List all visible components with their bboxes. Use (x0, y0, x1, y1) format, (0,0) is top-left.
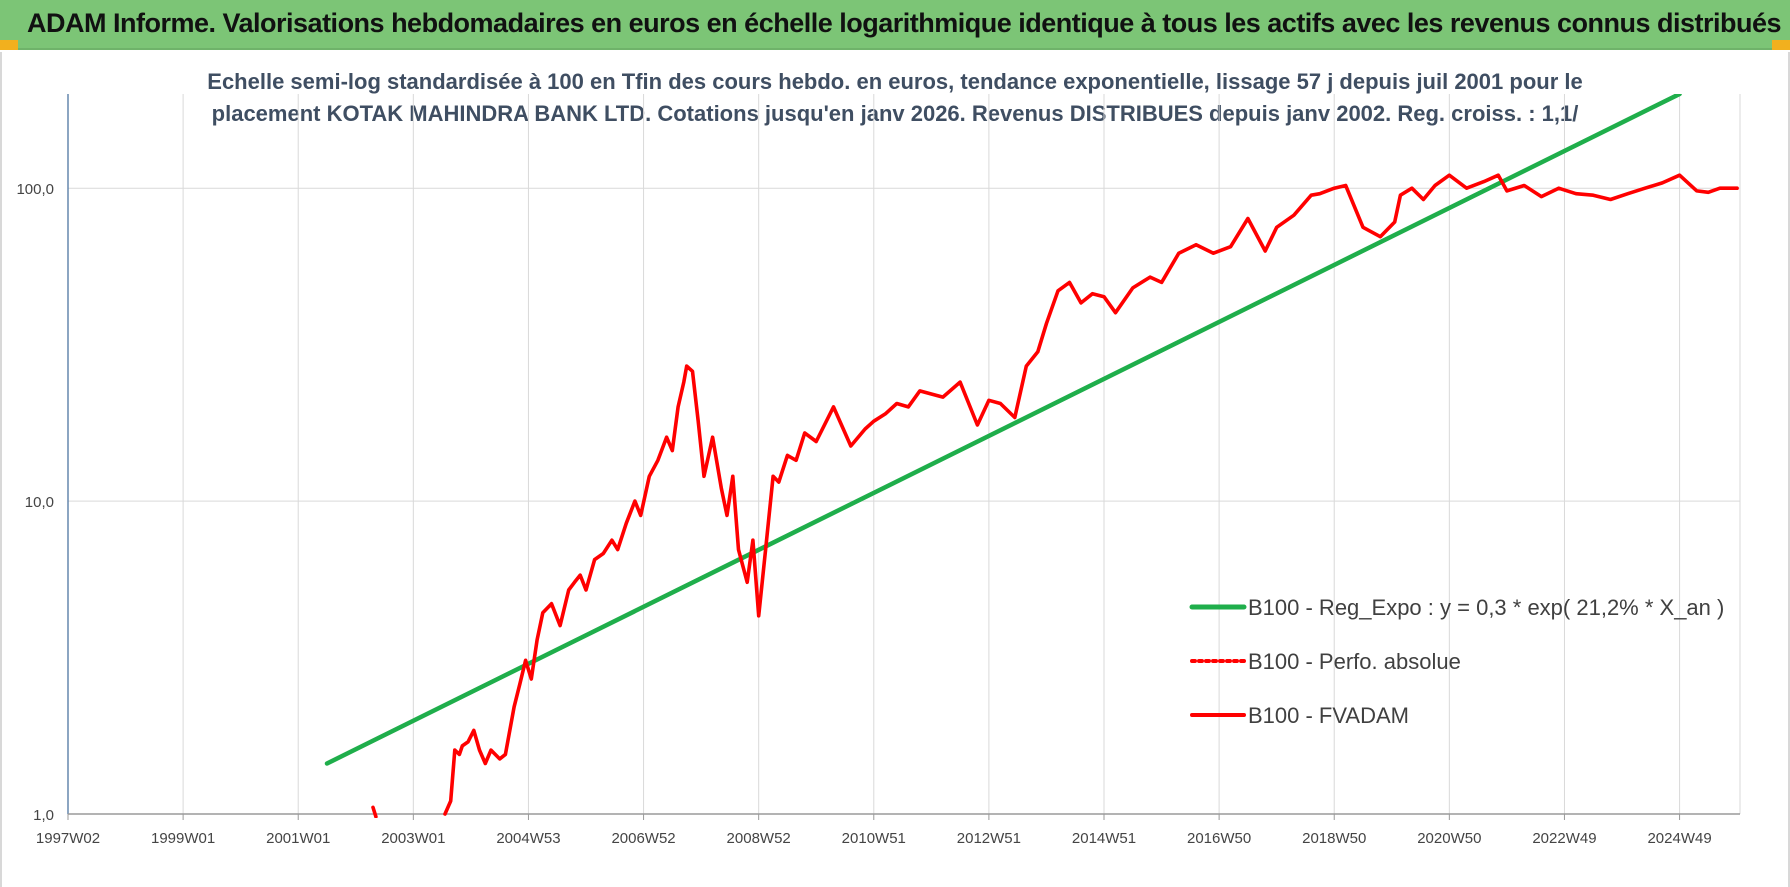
line-chart: Echelle semi-log standardisée à 100 en T… (16, 69, 1741, 847)
fvadam-line (443, 173, 1739, 816)
x-tick-label: 2001W01 (266, 830, 330, 847)
legend-label: B100 - FVADAM (1248, 703, 1409, 728)
banner-title: ADAM Informe. Valorisations hebdomadaire… (27, 8, 1782, 38)
chart-title: Echelle semi-log standardisée à 100 en T… (207, 69, 1582, 126)
axes: 1997W02 1999W01 2001W01 2003W01 2004W53 2006W… (16, 94, 1740, 847)
x-tick-label: 2003W01 (381, 830, 445, 847)
chart-title-line-2: placement KOTAK MAHINDRA BANK LTD. Cotat… (212, 101, 1579, 126)
x-tick-label: 2024W49 (1647, 830, 1711, 847)
legend-label: B100 - Reg_Expo : y = 0,3 * exp( 21,2% *… (1248, 595, 1724, 620)
series (324, 94, 1739, 818)
x-tick-label: 2012W51 (957, 830, 1021, 847)
legend: B100 - Reg_Expo : y = 0,3 * exp( 21,2% *… (1189, 595, 1724, 728)
x-tick-label: 2006W52 (611, 830, 675, 847)
x-tick-label: 2004W53 (496, 830, 560, 847)
corner-marker-right (1772, 40, 1790, 50)
x-tick-label: 2022W49 (1532, 830, 1596, 847)
x-tick-label: 1999W01 (151, 830, 215, 847)
legend-label: B100 - Perfo. absolue (1248, 649, 1461, 674)
x-tick-label: 2016W50 (1187, 830, 1251, 847)
x-tick-label: 2018W50 (1302, 830, 1366, 847)
regression-line (324, 94, 1682, 766)
x-tick-label: 2014W51 (1072, 830, 1136, 847)
grid (67, 94, 1741, 814)
x-tick-label: 2008W52 (727, 830, 791, 847)
y-tick-label: 1,0 (33, 807, 54, 824)
y-tick-label: 100,0 (16, 181, 54, 198)
corner-marker-left (0, 40, 18, 50)
chart-frame: Echelle semi-log standardisée à 100 en T… (0, 52, 1790, 887)
chart-title-line-1: Echelle semi-log standardisée à 100 en T… (207, 69, 1582, 94)
fvadam-line (371, 805, 378, 818)
x-tick-label: 2010W51 (842, 830, 906, 847)
x-tick-label: 1997W02 (36, 830, 100, 847)
y-tick-label: 10,0 (25, 494, 54, 511)
report-banner: ADAM Informe. Valorisations hebdomadaire… (0, 0, 1790, 50)
x-tick-label: 2020W50 (1417, 830, 1481, 847)
